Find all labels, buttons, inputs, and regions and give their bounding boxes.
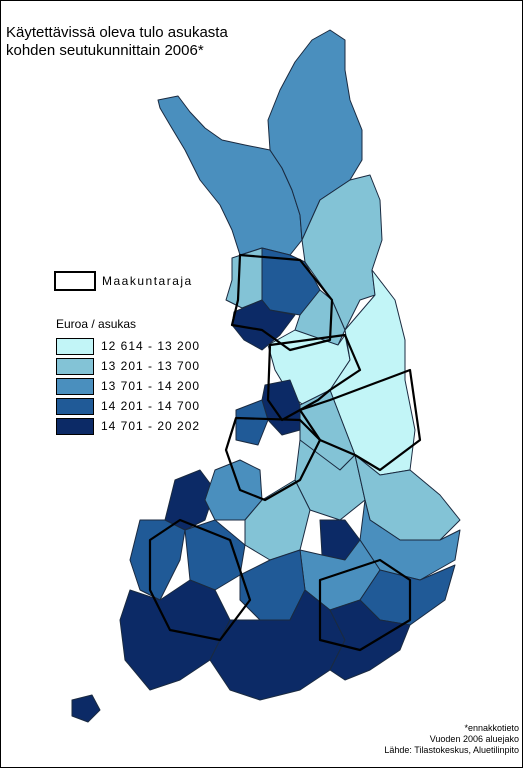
region-oulu-south [235, 399, 269, 446]
title-line-2: kohden seutukunnittain 2006* [6, 42, 204, 59]
legend-label: 13 201 - 13 700 [101, 359, 201, 373]
region-kemi-tornio [231, 299, 296, 351]
region-central-finland [244, 479, 311, 561]
province-border-legend: Maakuntaraja [54, 271, 193, 291]
legend-item: 13 201 - 13 700 [56, 356, 200, 376]
footnote-source: Lähde: Tilastokeskus, Aluetilinpito [384, 745, 519, 755]
region-lapland-east [301, 174, 383, 331]
legend-label: 14 701 - 20 202 [101, 419, 201, 433]
region-ita-uusimaa [329, 599, 411, 681]
map-title: Käytettävissä oleva tulo asukasta kohden… [6, 24, 306, 60]
region-varsinais-suomi [119, 579, 231, 691]
legend-swatch [56, 377, 94, 395]
legend-swatch [56, 397, 94, 415]
province-border-swatch [54, 271, 96, 291]
legend-item: 14 201 - 14 700 [56, 396, 200, 416]
source-note: *ennakkotieto Vuoden 2006 aluejako Lähde… [384, 723, 519, 756]
legend-classes: 12 614 - 13 200 13 201 - 13 700 13 701 -… [56, 336, 200, 436]
legend-item: 13 701 - 14 200 [56, 376, 200, 396]
footnote-preliminary: *ennakkotieto [464, 723, 519, 733]
province-border-label: Maakuntaraja [102, 274, 193, 288]
title-line-1: Käytettävissä oleva tulo asukasta [6, 24, 228, 41]
legend-item: 14 701 - 20 202 [56, 416, 200, 436]
legend-label: 13 701 - 14 200 [101, 379, 201, 393]
footnote-division: Vuoden 2006 aluejako [429, 734, 519, 744]
legend-item: 12 614 - 13 200 [56, 336, 200, 356]
legend-unit-label: Euroa / asukas [56, 317, 137, 331]
legend-label: 12 614 - 13 200 [101, 339, 201, 353]
legend-swatch [56, 337, 94, 355]
legend-label: 14 201 - 14 700 [101, 399, 201, 413]
legend-swatch [56, 417, 94, 435]
legend-swatch [56, 357, 94, 375]
region-satakunta [129, 519, 186, 601]
region-aland [71, 694, 101, 723]
